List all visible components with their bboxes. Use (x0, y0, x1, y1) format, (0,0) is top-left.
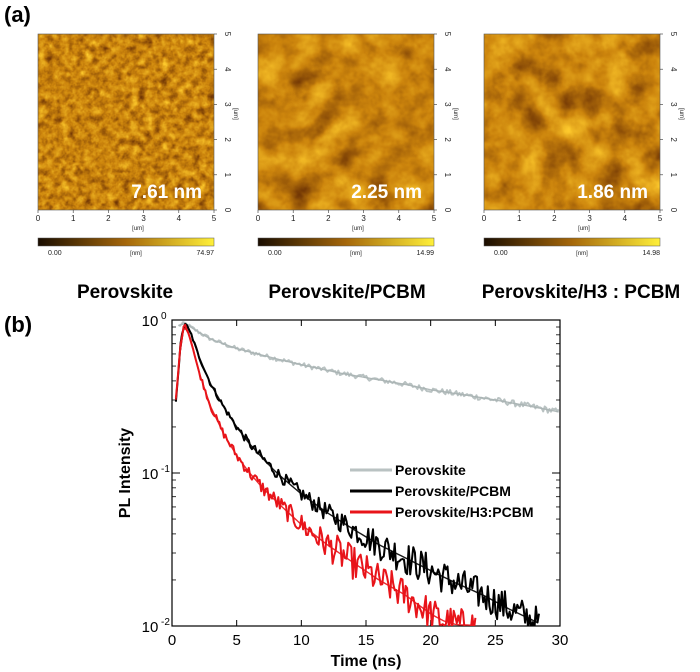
afm-image-1: 0 1 2 3 4 5 [um] 0 1 2 3 4 5 [um] 7.61 nm 0.00 [nm] 74.97 (36, 32, 238, 257)
legend-label: Perovskite/PCBM (395, 483, 511, 499)
x-tick-label: 0 (168, 632, 176, 649)
afm-x-tick-label: 1 (517, 214, 522, 223)
afm-y-tick-label: 1 (223, 173, 232, 178)
x-tick-label: 15 (358, 632, 375, 649)
y-axis-label: PL Intensity (117, 428, 134, 518)
colorbar-unit: [nm] (130, 251, 142, 257)
x-tick-label: 5 (232, 632, 240, 649)
afm-map-frame (37, 33, 215, 211)
afm-map-texture (258, 34, 434, 210)
series-data-line (174, 323, 477, 626)
afm-x-tick-label: 2 (106, 214, 111, 223)
afm-y-unit: [um] (678, 108, 684, 120)
afm-x-tick-label: 2 (552, 214, 557, 223)
legend-label: Perovskite (395, 462, 466, 478)
afm-x-tick-label: 0 (256, 214, 261, 223)
colorbar-max: 14.99 (416, 250, 434, 257)
afm-y-tick-label: 5 (223, 32, 232, 37)
chart-legend: Perovskite Perovskite/PCBM Perovskite/H3:P… (350, 462, 534, 520)
afm-image-3: 0 1 2 3 4 5 [um] 0 1 2 3 4 5 [um] 1.86 nm 0.00 [nm] 14.98 (482, 32, 684, 257)
colorbar (483, 237, 661, 247)
afm-y-tick-label: 3 (443, 102, 452, 107)
afm-x-tick-label: 0 (482, 214, 487, 223)
y-tick-label: 10 (142, 313, 159, 330)
x-tick-label: 10 (293, 632, 310, 649)
afm-y-tick-label: 5 (443, 32, 452, 37)
roughness-label: 7.61 nm (131, 182, 202, 203)
plot-area (171, 319, 561, 627)
afm-y-tick-label: 4 (223, 67, 232, 72)
panel-b-label: (b) (4, 312, 33, 337)
afm-x-tick-label: 3 (361, 214, 366, 223)
series-fit-line (178, 323, 559, 413)
colorbar-min: 0.00 (48, 250, 62, 257)
colorbar-unit: [nm] (350, 251, 362, 257)
afm-map-frame (257, 33, 435, 211)
y-tick-exponent: 0 (161, 311, 167, 322)
afm-y-unit: [um] (452, 108, 458, 120)
afm-x-tick-label: 1 (291, 214, 296, 223)
y-tick-exponent: -1 (161, 464, 170, 475)
series-fit-line (175, 327, 475, 626)
afm-image-2: 0 1 2 3 4 5 [um] 0 1 2 3 4 5 [um] 2.25 nm 0.00 [nm] 14.99 (256, 32, 458, 257)
afm-y-tick-label: 2 (223, 137, 232, 142)
colorbar-max: 74.97 (196, 250, 214, 257)
afm-x-unit: [um] (578, 226, 590, 232)
afm-map-texture (38, 34, 214, 210)
afm-y-tick-label: 2 (669, 137, 678, 142)
series-data-line (174, 322, 540, 626)
y-tick-exponent: -2 (161, 617, 170, 628)
colorbar (37, 237, 215, 247)
afm-y-tick-label: 0 (443, 208, 452, 213)
afm-x-tick-label: 3 (587, 214, 592, 223)
roughness-label: 1.86 nm (577, 182, 648, 203)
panel-a-label: (a) (4, 2, 31, 27)
afm-y-tick-label: 5 (669, 32, 678, 37)
afm-x-tick-label: 5 (212, 214, 217, 223)
colorbar-unit: [nm] (576, 251, 588, 257)
afm-x-tick-label: 4 (177, 214, 182, 223)
colorbar-max: 14.98 (642, 250, 660, 257)
afm-x-tick-label: 3 (141, 214, 146, 223)
x-tick-label: 20 (422, 632, 439, 649)
afm-x-tick-label: 4 (397, 214, 402, 223)
afm-y-tick-label: 1 (443, 173, 452, 178)
afm-y-tick-label: 4 (443, 67, 452, 72)
afm-y-tick-label: 3 (669, 102, 678, 107)
x-tick-label: 25 (487, 632, 504, 649)
afm-images: 0 1 2 3 4 5 [um] 0 1 2 3 4 5 [um] 7.61 nm 0.00 [nm] 74.97… (36, 32, 684, 257)
colorbar-min: 0.00 (268, 250, 282, 257)
afm-caption-perovskite-pcbm: Perovskite/PCBM (268, 282, 426, 303)
afm-y-tick-label: 4 (669, 67, 678, 72)
afm-map-frame (483, 33, 661, 211)
colorbar (257, 237, 435, 247)
afm-y-tick-label: 2 (443, 137, 452, 142)
afm-x-tick-label: 0 (36, 214, 41, 223)
roughness-label: 2.25 nm (351, 182, 422, 203)
legend-label: Perovskite/H3:PCBM (395, 504, 534, 520)
afm-caption-perovskite-h3-pcbm: Perovskite/H3 : PCBM (481, 282, 681, 303)
afm-x-tick-label: 5 (432, 214, 437, 223)
x-axis-label: Time (ns) (331, 653, 402, 670)
y-tick-label: 10 (142, 619, 159, 636)
series-fit-line (175, 326, 538, 624)
afm-x-tick-label: 2 (326, 214, 331, 223)
afm-x-tick-label: 5 (658, 214, 663, 223)
afm-caption-perovskite: Perovskite (76, 282, 174, 303)
afm-y-tick-label: 1 (669, 173, 678, 178)
y-tick-label: 10 (142, 466, 159, 483)
afm-x-unit: [um] (352, 226, 364, 232)
afm-map-texture (484, 34, 660, 210)
afm-y-unit: [um] (232, 108, 238, 120)
afm-y-tick-label: 0 (223, 208, 232, 213)
colorbar-min: 0.00 (494, 250, 508, 257)
afm-y-tick-label: 3 (223, 102, 232, 107)
afm-x-unit: [um] (132, 226, 144, 232)
x-tick-label: 30 (552, 632, 569, 649)
afm-x-tick-label: 4 (623, 214, 628, 223)
afm-y-tick-label: 0 (669, 208, 678, 213)
afm-x-tick-label: 1 (71, 214, 76, 223)
series-group (174, 321, 560, 626)
